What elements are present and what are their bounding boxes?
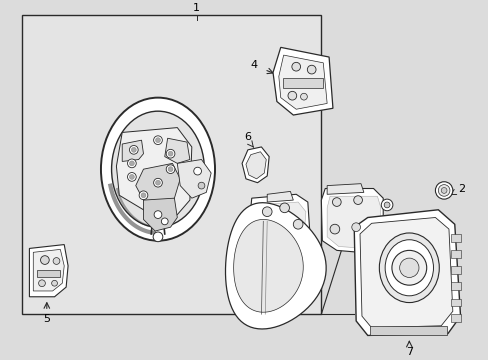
Circle shape — [262, 222, 271, 232]
Text: 3: 3 — [307, 267, 314, 278]
Circle shape — [52, 280, 57, 286]
Polygon shape — [326, 196, 380, 248]
Bar — [450, 266, 460, 274]
Polygon shape — [164, 138, 189, 163]
Bar — [369, 326, 446, 336]
Polygon shape — [116, 127, 191, 220]
Circle shape — [280, 233, 288, 241]
Circle shape — [129, 145, 138, 154]
Ellipse shape — [379, 233, 438, 302]
Bar — [282, 78, 323, 88]
Polygon shape — [359, 217, 452, 328]
Polygon shape — [122, 140, 143, 161]
Polygon shape — [29, 244, 68, 297]
Circle shape — [127, 159, 136, 168]
Polygon shape — [272, 48, 332, 115]
Circle shape — [129, 175, 134, 179]
Circle shape — [293, 220, 303, 229]
Bar — [450, 234, 460, 242]
Polygon shape — [353, 210, 460, 336]
Circle shape — [287, 91, 296, 100]
Circle shape — [168, 167, 173, 172]
Bar — [450, 314, 460, 322]
Circle shape — [198, 182, 204, 189]
Text: 2: 2 — [457, 184, 464, 194]
Polygon shape — [177, 159, 211, 198]
Bar — [450, 250, 460, 258]
Circle shape — [437, 185, 449, 196]
Polygon shape — [321, 189, 383, 253]
Circle shape — [154, 211, 162, 219]
Circle shape — [168, 151, 173, 156]
Polygon shape — [242, 147, 268, 183]
Circle shape — [131, 147, 136, 152]
Circle shape — [166, 149, 175, 158]
Ellipse shape — [111, 111, 204, 227]
Polygon shape — [245, 152, 265, 179]
Circle shape — [153, 178, 162, 187]
Polygon shape — [143, 198, 177, 231]
Circle shape — [129, 161, 134, 166]
Circle shape — [329, 224, 339, 234]
Circle shape — [381, 199, 392, 211]
Circle shape — [153, 232, 163, 242]
Circle shape — [161, 218, 168, 225]
Polygon shape — [255, 202, 305, 243]
Circle shape — [155, 180, 160, 185]
Bar — [21, 14, 321, 314]
Polygon shape — [233, 220, 303, 312]
Ellipse shape — [101, 98, 215, 241]
Circle shape — [53, 258, 60, 264]
Circle shape — [41, 256, 49, 264]
Circle shape — [332, 198, 341, 206]
Circle shape — [300, 93, 306, 100]
Circle shape — [153, 136, 162, 144]
Circle shape — [262, 207, 271, 216]
Circle shape — [279, 203, 289, 213]
Bar — [37, 270, 60, 278]
Polygon shape — [266, 192, 293, 202]
Polygon shape — [33, 249, 64, 291]
Polygon shape — [249, 194, 309, 247]
Polygon shape — [225, 203, 325, 329]
Polygon shape — [136, 163, 180, 208]
Polygon shape — [278, 55, 326, 109]
Text: 1: 1 — [193, 3, 200, 13]
Circle shape — [391, 250, 426, 285]
Circle shape — [141, 193, 145, 198]
Text: 6: 6 — [244, 132, 251, 142]
Circle shape — [291, 62, 300, 71]
Bar — [450, 282, 460, 290]
Circle shape — [155, 138, 160, 143]
Polygon shape — [326, 184, 363, 194]
Text: 5: 5 — [43, 314, 50, 324]
Circle shape — [440, 188, 446, 193]
Circle shape — [351, 223, 360, 231]
Bar — [450, 299, 460, 306]
Circle shape — [384, 202, 389, 208]
Circle shape — [39, 280, 45, 287]
Circle shape — [139, 191, 147, 200]
Circle shape — [166, 165, 175, 174]
Ellipse shape — [385, 240, 432, 296]
Circle shape — [353, 196, 362, 204]
Text: 7: 7 — [405, 347, 412, 357]
Circle shape — [434, 182, 452, 199]
Circle shape — [306, 65, 315, 74]
Circle shape — [193, 167, 201, 175]
Circle shape — [127, 172, 136, 181]
Text: 4: 4 — [250, 60, 257, 70]
Circle shape — [399, 258, 418, 278]
